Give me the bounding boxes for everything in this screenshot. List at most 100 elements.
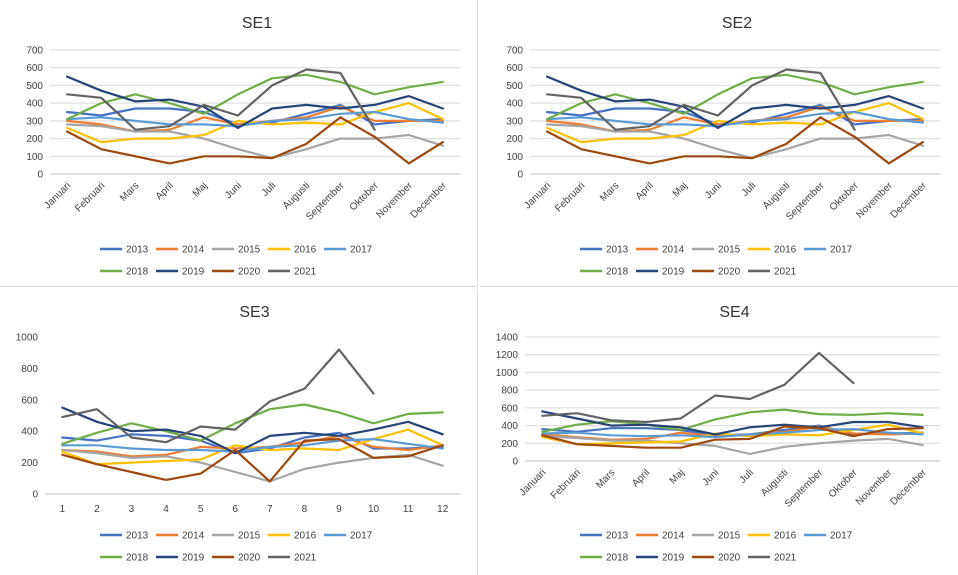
x-tick-label: Maj — [668, 467, 687, 486]
legend-label-2016: 2016 — [294, 531, 317, 542]
legend-label-2020: 2020 — [718, 553, 741, 564]
x-tick-label: Maj — [671, 180, 690, 199]
y-tick-label: 400 — [21, 427, 38, 438]
x-tick-label: April — [154, 180, 176, 202]
series-line-2019 — [66, 75, 444, 129]
x-tick-label: 1 — [60, 504, 66, 515]
y-tick-label: 200 — [26, 134, 43, 145]
y-tick-label: 1000 — [16, 333, 39, 344]
x-tick-label: Juli — [260, 180, 278, 198]
series-line-2020 — [546, 116, 924, 165]
x-tick-label: Augusti — [759, 467, 790, 498]
x-tick-label: 8 — [302, 504, 308, 515]
legend-label-2019: 2019 — [662, 553, 685, 564]
x-tick-label: 9 — [336, 504, 342, 515]
x-tick-label: Juni — [223, 180, 244, 201]
series-line-2017 — [61, 438, 444, 453]
legend-label-2013: 2013 — [606, 531, 629, 542]
legend-label-2014: 2014 — [182, 245, 205, 256]
x-tick-label: Mars — [118, 180, 142, 204]
legend-label-2017: 2017 — [830, 245, 853, 256]
series-line-2018 — [541, 408, 924, 433]
y-tick-label: 0 — [512, 457, 518, 468]
y-tick-label: 200 — [21, 458, 38, 469]
chart-title-se2: SE2 — [722, 15, 752, 32]
legend-label-2018: 2018 — [606, 267, 629, 278]
x-tick-label: Mars — [594, 467, 618, 491]
series-line-2018 — [61, 403, 444, 445]
chart-panel-se1: SE1 0 100 200 300 400 500 600 700 Januari Februari… — [0, 0, 478, 287]
y-tick-label: 1200 — [496, 350, 519, 361]
series-line-2021 — [541, 351, 855, 424]
y-tick-label: 600 — [501, 403, 518, 414]
legend-label-2018: 2018 — [606, 553, 629, 564]
chart-panel-se4: SE4 0 200 400 600 800 1000 1200 1400 Januari Febru… — [480, 289, 958, 575]
y-tick-label: 500 — [26, 81, 43, 92]
series-line-2020 — [66, 116, 444, 165]
x-tick-label: 4 — [163, 504, 169, 515]
legend-label-2021: 2021 — [294, 553, 317, 564]
x-tick-label: September — [783, 467, 826, 510]
x-tick-label: April — [630, 467, 652, 489]
x-tick-label: Maj — [191, 180, 210, 199]
y-tick-label: 0 — [32, 490, 38, 501]
x-tick-label: Juni — [701, 467, 722, 488]
series-line-2021 — [61, 348, 375, 444]
y-tick-label: 400 — [26, 99, 43, 110]
legend-label-2019: 2019 — [662, 267, 685, 278]
series-line-2020 — [61, 438, 444, 483]
y-tick-label: 0 — [517, 170, 523, 181]
legend-label-2015: 2015 — [238, 245, 261, 256]
legend-label-2015: 2015 — [238, 531, 261, 542]
x-tick-label: 6 — [232, 504, 238, 515]
x-tick-label: Augusti — [281, 180, 312, 211]
y-tick-label: 700 — [26, 46, 43, 57]
legend-label-2014: 2014 — [182, 531, 205, 542]
legend-label-2019: 2019 — [182, 553, 205, 564]
series-line-2017 — [541, 428, 924, 439]
x-tick-label: 7 — [267, 504, 273, 515]
y-tick-label: 100 — [506, 152, 523, 163]
legend-label-2021: 2021 — [294, 267, 317, 278]
x-tick-label: September — [304, 180, 347, 223]
chart-svg: SE2 0 100 200 300 400 500 600 700 Januari Februari… — [506, 15, 940, 278]
x-tick-label: Oktober — [828, 180, 861, 213]
legend-label-2021: 2021 — [774, 553, 797, 564]
series-line-2017 — [546, 110, 924, 128]
series-line-2014 — [61, 434, 444, 458]
x-tick-label: Juli — [738, 467, 756, 485]
x-tick-label: Januari — [517, 467, 548, 498]
y-tick-label: 600 — [21, 395, 38, 406]
x-tick-label: 11 — [403, 504, 414, 515]
y-tick-label: 600 — [26, 63, 43, 74]
x-tick-label: Augusti — [761, 180, 792, 211]
series-line-2018 — [546, 73, 924, 121]
series-line-2021 — [66, 68, 376, 131]
legend-label-2017: 2017 — [350, 531, 373, 542]
legend-label-2020: 2020 — [238, 553, 261, 564]
chart-title-se1: SE1 — [242, 15, 272, 32]
series-line-2017 — [66, 110, 444, 128]
y-tick-label: 600 — [506, 63, 523, 74]
series-line-2016 — [61, 428, 444, 466]
series-line-2015 — [66, 123, 444, 160]
x-tick-label: September — [784, 180, 827, 223]
legend-label-2013: 2013 — [126, 245, 149, 256]
y-tick-label: 200 — [506, 134, 523, 145]
chart-svg: SE4 0 200 400 600 800 1000 1200 1400 Januari Febru… — [496, 304, 940, 564]
x-tick-label: Juni — [703, 180, 724, 201]
y-tick-label: 100 — [26, 152, 43, 163]
series-line-2019 — [61, 406, 444, 455]
series-line-2019 — [546, 75, 924, 129]
legend-label-2017: 2017 — [830, 531, 853, 542]
series-line-2015 — [546, 123, 924, 160]
x-tick-label: December — [888, 467, 929, 508]
legend-label-2018: 2018 — [126, 267, 149, 278]
x-tick-label: Oktober — [827, 467, 860, 500]
y-tick-label: 0 — [37, 170, 43, 181]
series-line-2018 — [66, 73, 444, 121]
legend-label-2016: 2016 — [774, 245, 797, 256]
y-tick-label: 400 — [501, 421, 518, 432]
y-tick-label: 400 — [506, 99, 523, 110]
